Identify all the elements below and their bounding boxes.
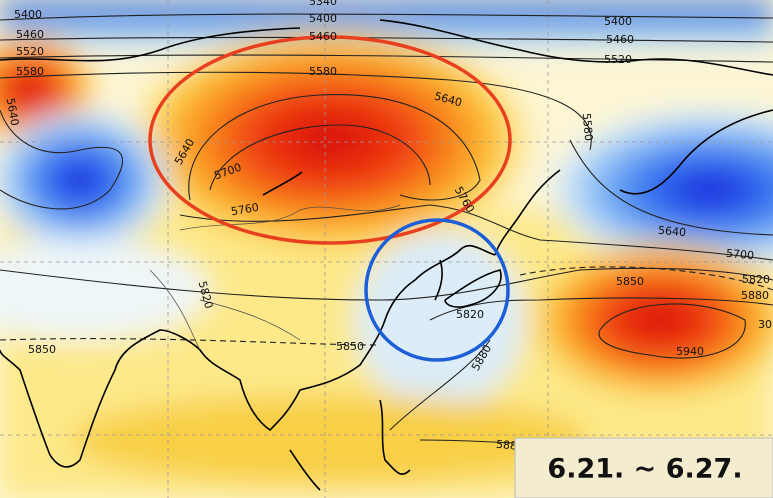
- contour-label: 5820: [456, 308, 484, 321]
- warm-anomaly-highlight: [148, 35, 512, 245]
- contour-label: 5400: [604, 15, 632, 28]
- borders: [149, 204, 401, 351]
- contour-label: 5640: [658, 224, 687, 239]
- contour-label: 5520: [604, 53, 632, 66]
- contour-label: 5400: [14, 8, 42, 21]
- coastlines: [0, 19, 773, 491]
- contour-label: 5880: [741, 289, 769, 302]
- contour-label: 5340: [309, 0, 337, 8]
- contour-label: 5850: [336, 340, 364, 353]
- date-label: 6.21. ~ 6.27.: [547, 454, 742, 485]
- contour-label: 5820: [742, 273, 770, 286]
- contour-label: 5850: [28, 343, 56, 356]
- contour-label: 5940: [676, 345, 704, 358]
- contour-label: 5700: [726, 247, 755, 262]
- contour-label: 5850: [616, 275, 644, 288]
- contour-label: 5400: [309, 12, 337, 25]
- contour-label: 5580: [309, 65, 337, 78]
- contour-label: 5460: [606, 33, 634, 46]
- contour-label: 5580: [16, 65, 44, 78]
- cold-anomaly-highlight: [364, 218, 510, 362]
- contour-label: 5760: [230, 201, 260, 219]
- contour-label: 5580: [580, 112, 595, 141]
- contour-label: 30: [758, 318, 772, 331]
- contour-label: 5460: [16, 28, 44, 41]
- contour-label: 5640: [4, 97, 22, 127]
- date-box: [514, 437, 773, 498]
- contour-label: 5520: [16, 45, 44, 58]
- contour-label: 5460: [309, 30, 337, 43]
